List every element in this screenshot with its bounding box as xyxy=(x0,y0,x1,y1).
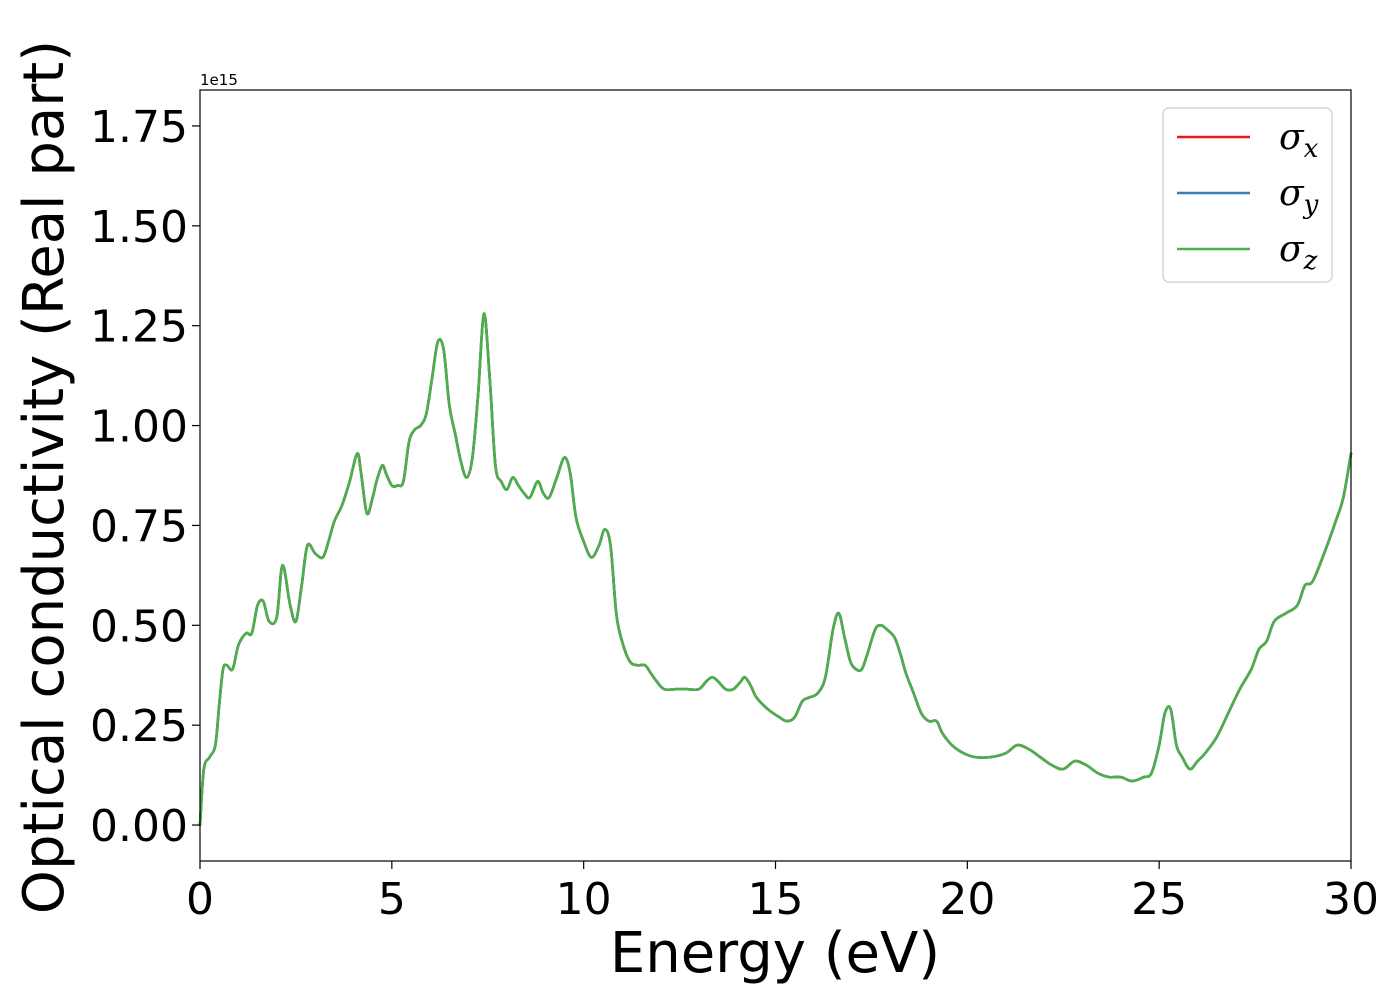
legend-label: σz xyxy=(1279,229,1318,276)
y-tick-label: 1.00 xyxy=(90,402,188,453)
y-tick-label: 0.00 xyxy=(90,801,188,852)
series-sigma-z-line xyxy=(198,312,1353,827)
x-tick-label: 0 xyxy=(186,874,214,925)
legend-symbol: σ xyxy=(1279,173,1305,214)
legend-subscript: y xyxy=(1303,190,1319,220)
legend-subscript: x xyxy=(1304,134,1319,164)
x-tick-label: 20 xyxy=(939,874,995,925)
legend-box xyxy=(1162,107,1333,283)
legend-entry-sigma-x: σx xyxy=(1177,117,1319,164)
y-tick-label: 1.75 xyxy=(90,102,188,153)
x-axis-title: Energy (eV) xyxy=(610,921,940,986)
legend-entry-sigma-y: σy xyxy=(1177,173,1319,220)
x-tick-label: 15 xyxy=(748,874,804,925)
legend-label: σx xyxy=(1279,117,1319,164)
x-axis: 0 5 10 15 20 25 30 xyxy=(186,861,1379,925)
y-tick-label: 0.75 xyxy=(90,501,188,552)
x-tick-label: 25 xyxy=(1131,874,1187,925)
y-axis-title: Optical conductivity (Real part) xyxy=(12,40,77,914)
y-tick-label: 0.50 xyxy=(90,601,188,652)
legend-symbol: σ xyxy=(1279,229,1305,270)
legend-subscript: z xyxy=(1303,246,1318,276)
x-tick-label: 30 xyxy=(1323,874,1379,925)
legend-label: σy xyxy=(1279,173,1319,220)
series-layer xyxy=(198,312,1353,827)
x-tick-label: 10 xyxy=(556,874,612,925)
y-tick-label: 1.50 xyxy=(90,202,188,253)
legend-symbol: σ xyxy=(1279,117,1305,158)
plot-area xyxy=(198,89,1353,862)
y-tick-label: 1.25 xyxy=(90,302,188,353)
y-tick-label: 0.25 xyxy=(90,701,188,752)
y-offset-label: 1e15 xyxy=(200,71,238,89)
legend-entry-sigma-z: σz xyxy=(1177,229,1318,276)
x-tick-label: 5 xyxy=(378,874,406,925)
y-axis: 0.00 0.25 0.50 0.75 1.00 1.25 1.50 1.75 xyxy=(90,102,200,852)
